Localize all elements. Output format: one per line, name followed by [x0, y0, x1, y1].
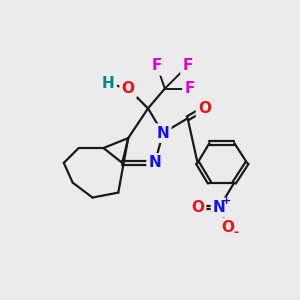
Text: -: - — [234, 226, 239, 239]
Text: +: + — [222, 196, 231, 206]
Text: O: O — [198, 101, 211, 116]
Text: N: N — [148, 155, 161, 170]
Text: O: O — [221, 220, 234, 235]
Text: O: O — [122, 81, 135, 96]
Text: O: O — [191, 200, 204, 215]
Text: F: F — [182, 58, 193, 73]
Text: F: F — [184, 81, 195, 96]
Text: H: H — [102, 76, 115, 91]
Text: N: N — [213, 200, 226, 215]
Text: N: N — [157, 126, 169, 141]
Text: F: F — [152, 58, 162, 73]
